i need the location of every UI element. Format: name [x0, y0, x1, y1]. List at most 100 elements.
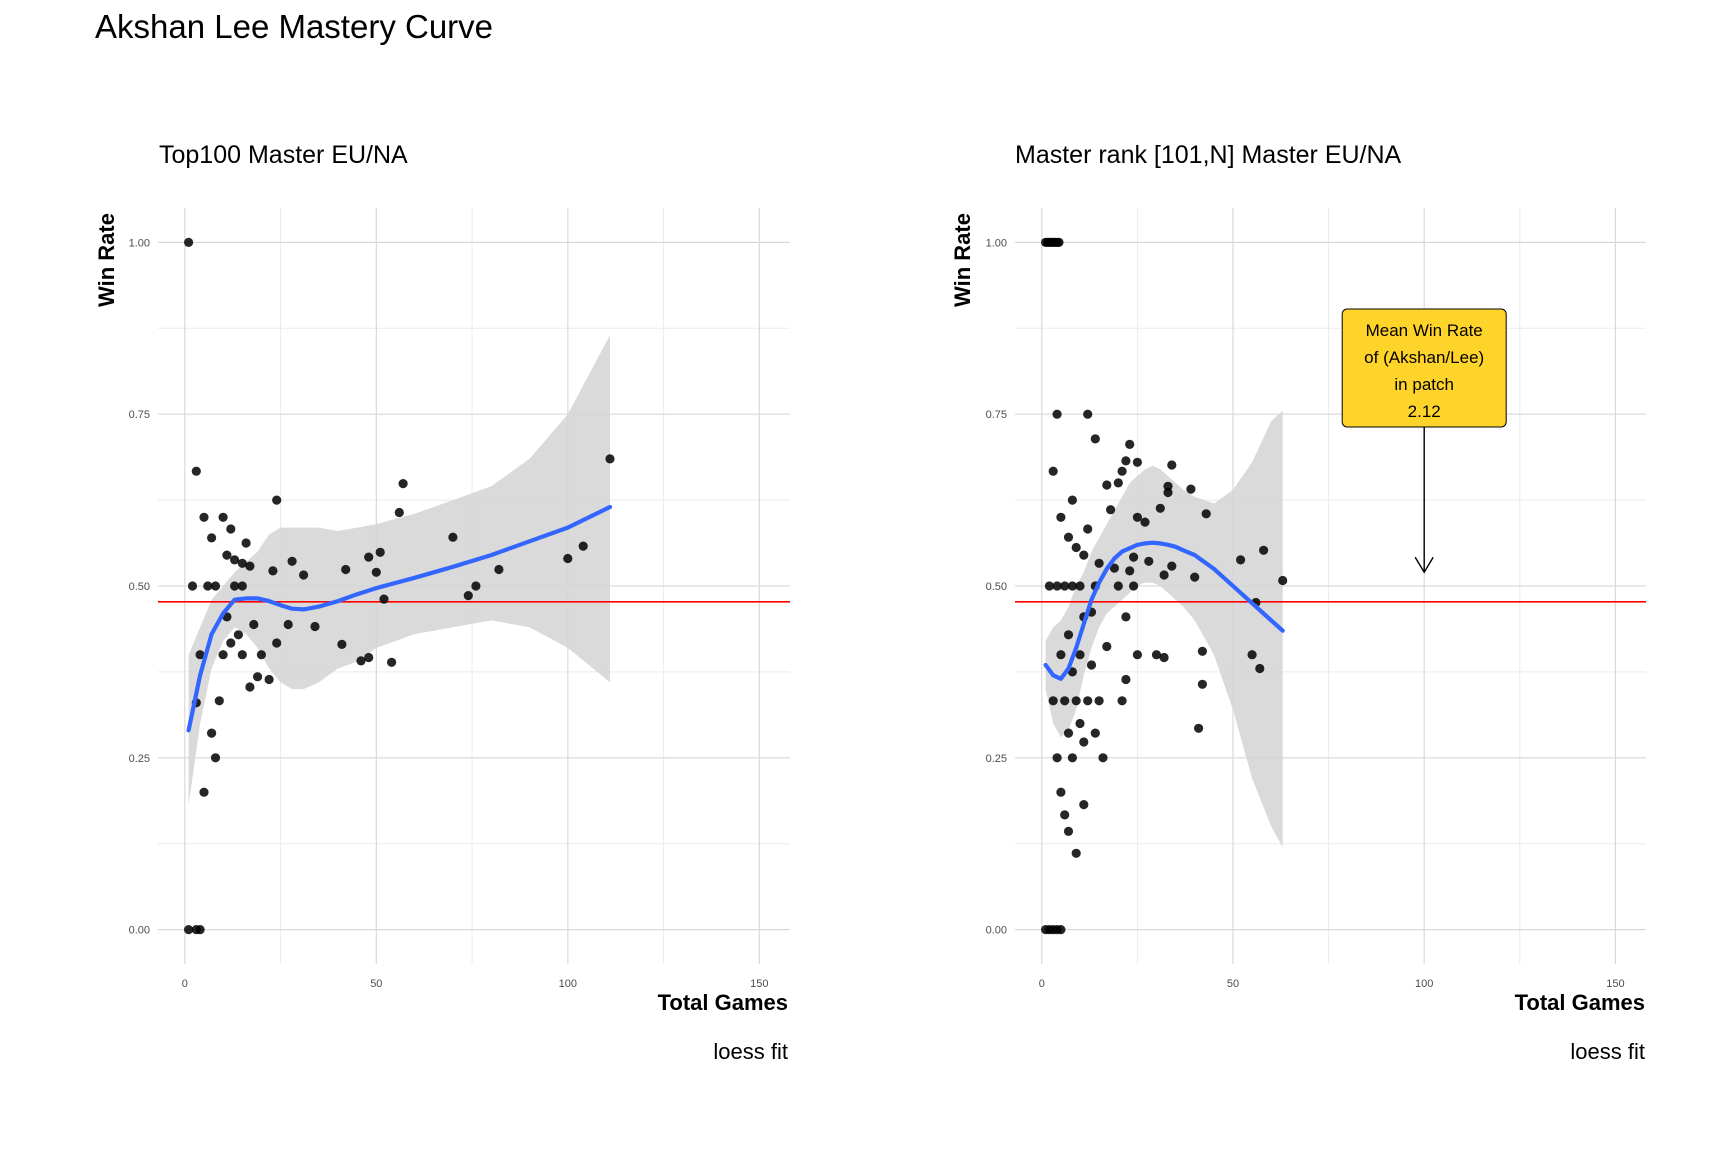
data-point — [1044, 581, 1054, 591]
data-point — [1163, 481, 1173, 491]
data-point — [1098, 753, 1108, 763]
data-point — [184, 925, 194, 935]
loess-smooth-line — [1043, 540, 1285, 681]
data-point — [1086, 660, 1097, 670]
data-point — [1129, 581, 1139, 591]
callout-box — [1341, 308, 1507, 428]
callout-text: 2.12 — [1408, 402, 1441, 421]
data-point — [1113, 581, 1123, 591]
data-point — [371, 567, 381, 577]
data-point — [210, 753, 221, 763]
data-point — [241, 538, 251, 548]
data-point — [1132, 512, 1142, 522]
data-point — [1140, 517, 1150, 527]
data-point — [494, 564, 504, 575]
data-point — [256, 650, 266, 660]
data-point — [226, 524, 236, 534]
caption: loess fit — [713, 1039, 788, 1064]
data-point — [1063, 532, 1074, 542]
data-point — [1063, 630, 1074, 640]
data-point — [1159, 570, 1169, 580]
y-tick-label: 0.00 — [986, 925, 1007, 937]
data-point — [578, 541, 588, 551]
x-tick-label: 150 — [1606, 978, 1624, 990]
data-point — [563, 553, 573, 564]
data-point — [1048, 466, 1058, 476]
data-point — [1102, 641, 1112, 652]
data-point — [1197, 679, 1207, 689]
x-tick-label: 0 — [182, 978, 188, 990]
data-point — [1067, 581, 1077, 591]
data-point — [1048, 696, 1058, 706]
data-point — [203, 581, 213, 591]
data-point — [1201, 509, 1211, 519]
callout-text: Mean Win Rate — [1366, 321, 1483, 340]
data-point — [1186, 484, 1196, 494]
data-point — [1056, 512, 1066, 522]
data-point — [1236, 555, 1246, 565]
data-point — [1259, 545, 1269, 555]
data-point — [1194, 723, 1204, 733]
data-point — [1060, 581, 1070, 591]
x-axis-label: Total Games — [1515, 990, 1645, 1015]
data-point — [1067, 753, 1077, 763]
data-point — [249, 619, 259, 630]
panel-master-rank: 0 50 100 150 0.00 0.25 0.50 0.75 1.00 Mean Win Ra… — [950, 141, 1646, 1064]
data-point — [1113, 478, 1123, 488]
data-point — [1094, 558, 1104, 568]
data-point — [1167, 561, 1177, 571]
data-point — [1102, 480, 1112, 490]
caption: loess fit — [1570, 1039, 1645, 1064]
callout-arrowhead — [1414, 556, 1434, 574]
data-point — [1190, 572, 1200, 582]
data-point — [233, 630, 243, 640]
data-point — [230, 581, 240, 591]
data-point — [398, 479, 408, 489]
data-point — [1255, 663, 1265, 674]
data-point — [448, 532, 458, 542]
data-point — [1121, 456, 1131, 466]
data-point — [253, 672, 263, 682]
data-point — [1132, 457, 1142, 467]
data-point — [1052, 753, 1062, 763]
data-point — [268, 566, 278, 576]
data-point — [218, 512, 228, 522]
data-point — [283, 619, 293, 630]
y-axis-label: Win Rate — [950, 213, 975, 307]
data-point — [207, 533, 217, 543]
data-point — [394, 507, 404, 518]
data-point — [1155, 503, 1165, 513]
x-tick-label: 100 — [559, 978, 577, 990]
data-point — [337, 639, 347, 650]
data-point — [1090, 728, 1100, 738]
confidence-ribbon — [1045, 410, 1283, 848]
x-tick-label: 150 — [750, 978, 768, 990]
data-point — [195, 650, 205, 660]
data-point — [605, 454, 615, 464]
data-point — [1079, 800, 1089, 810]
plot-area: 0 50 100 150 0.00 0.25 0.50 0.75 1.00 Mean Win Ra… — [986, 208, 1646, 990]
data-point — [1090, 434, 1100, 444]
data-point — [1056, 787, 1066, 797]
data-point — [245, 561, 255, 571]
data-point — [379, 594, 389, 604]
data-point — [264, 674, 274, 685]
data-point — [387, 657, 397, 667]
y-tick-label: 0.50 — [129, 581, 150, 593]
data-point — [364, 652, 374, 663]
x-tick-label: 50 — [1227, 978, 1239, 990]
x-tick-label: 50 — [370, 978, 382, 990]
data-point — [1075, 718, 1085, 729]
x-tick-label: 0 — [1039, 978, 1045, 990]
data-point — [210, 581, 221, 591]
data-point — [1054, 237, 1064, 247]
data-point — [375, 547, 385, 557]
data-point — [226, 638, 236, 648]
data-point — [272, 638, 282, 648]
y-tick-label: 0.00 — [129, 925, 150, 937]
data-point — [1079, 737, 1089, 747]
data-point — [299, 570, 309, 580]
data-point — [1063, 826, 1074, 837]
data-point — [184, 237, 194, 247]
